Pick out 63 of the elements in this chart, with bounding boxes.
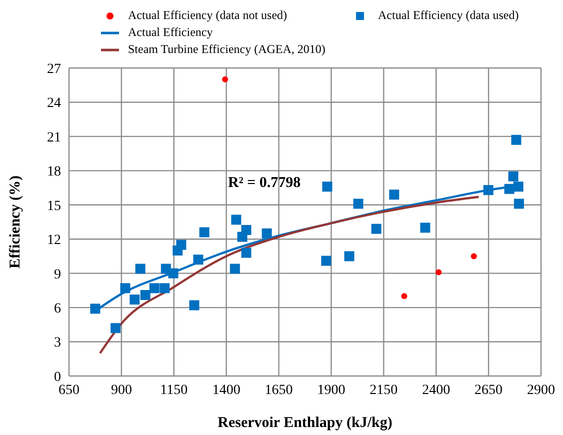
legend-label: Actual Efficiency bbox=[128, 25, 213, 40]
point bbox=[193, 254, 204, 265]
annotation: R² = 0.7798 bbox=[228, 175, 301, 192]
legend-label: Actual Efficiency (data not used) bbox=[128, 8, 288, 23]
point bbox=[120, 283, 130, 294]
point bbox=[513, 182, 524, 192]
point bbox=[371, 224, 382, 234]
x-tick-label: 900 bbox=[110, 382, 132, 398]
y-tick-label: 24 bbox=[47, 96, 61, 112]
legend-label: Actual Efficiency (data used) bbox=[378, 8, 519, 23]
point bbox=[231, 214, 242, 225]
point bbox=[401, 293, 408, 300]
y-tick-label: 12 bbox=[47, 233, 61, 248]
line-series bbox=[98, 196, 480, 354]
x-tick-label: 1900 bbox=[317, 382, 346, 398]
point bbox=[262, 228, 272, 238]
y-tick-label: 3 bbox=[54, 336, 61, 351]
point bbox=[389, 190, 400, 200]
x-tick-label: 1150 bbox=[160, 382, 188, 398]
x-axis-title: Reservoir Enthlapy (kJ/kg) bbox=[218, 415, 392, 431]
y-tick-label: 15 bbox=[47, 198, 61, 214]
point bbox=[241, 224, 252, 235]
point bbox=[483, 185, 494, 196]
point bbox=[344, 251, 354, 262]
point bbox=[149, 283, 160, 294]
x-tick-label: 2150 bbox=[370, 382, 398, 398]
point bbox=[140, 290, 150, 300]
point bbox=[470, 253, 477, 260]
point bbox=[321, 256, 332, 266]
y-tick-label: 9 bbox=[54, 267, 61, 282]
x-tick-label: 650 bbox=[58, 382, 80, 398]
x-tick-label: 1650 bbox=[264, 382, 293, 398]
point bbox=[189, 300, 200, 310]
y-tick-label: 6 bbox=[54, 302, 61, 317]
point bbox=[222, 76, 228, 82]
x-tick-label: 1400 bbox=[212, 382, 240, 398]
point bbox=[241, 248, 252, 258]
y-axis-title: Efficiency (%) bbox=[7, 176, 24, 268]
point bbox=[230, 264, 240, 274]
point bbox=[420, 222, 430, 233]
x-tick-label: 2400 bbox=[422, 382, 450, 398]
point bbox=[160, 283, 170, 294]
point bbox=[176, 240, 186, 250]
y-tick-label: 18 bbox=[47, 164, 61, 180]
point bbox=[504, 184, 514, 194]
legend-label: Steam Turbine Efficiency (AGEA, 2010) bbox=[128, 42, 326, 57]
y-tick-label: 0 bbox=[54, 370, 61, 385]
x-tick-label: 2650 bbox=[474, 382, 503, 398]
point bbox=[130, 294, 140, 305]
y-tick-label: 21 bbox=[47, 130, 61, 146]
point bbox=[135, 264, 146, 274]
x-tick-label: 2900 bbox=[527, 382, 555, 398]
point bbox=[199, 227, 210, 238]
point bbox=[90, 304, 100, 314]
point bbox=[322, 182, 332, 192]
y-tick-label: 27 bbox=[47, 62, 61, 77]
point bbox=[508, 171, 518, 182]
point bbox=[110, 323, 121, 334]
point bbox=[436, 269, 442, 276]
point bbox=[514, 198, 524, 209]
point bbox=[168, 268, 178, 278]
point bbox=[511, 134, 522, 145]
point bbox=[353, 198, 364, 209]
